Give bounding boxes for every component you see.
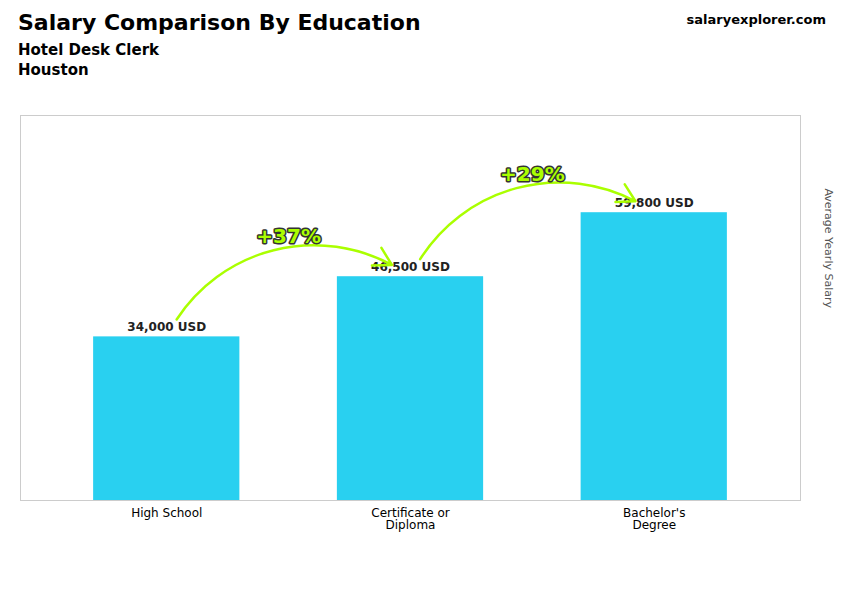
html-text:Hotel Desk Clerk: Hotel Desk Clerk (18, 41, 159, 59)
svg-text:34,000 USD: 34,000 USD (127, 320, 206, 334)
html-text:Salary Comparison By Education: Salary Comparison By Education (18, 10, 421, 35)
svg-text:46,500 USD: 46,500 USD (371, 259, 450, 274)
html-text:Houston: Houston (18, 61, 89, 79)
html-text:salaryexplorer.com: salaryexplorer.com (686, 12, 826, 27)
svg-text:59,800 USD: 59,800 USD (614, 195, 694, 210)
svg-text:Bachelor'sDegree: Bachelor'sDegree (623, 506, 685, 532)
svg-text:+37%: +37% (256, 224, 321, 248)
svg-text:Certificate orDiploma: Certificate orDiploma (371, 506, 449, 532)
svg-text:+29%: +29% (500, 162, 565, 186)
svg-text:Average Yearly Salary: Average Yearly Salary (822, 188, 835, 308)
svg-text:High School: High School (131, 506, 202, 520)
